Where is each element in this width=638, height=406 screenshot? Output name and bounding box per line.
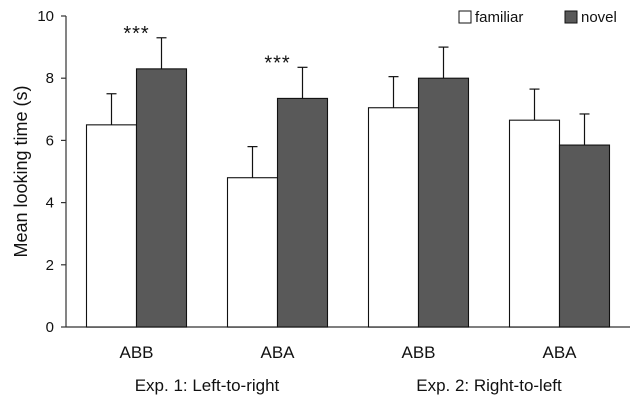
bar-novel-3 (558, 144, 611, 328)
bar-novel-2 (417, 77, 470, 328)
legend-label-familiar: familiar (475, 9, 523, 26)
y-tick-label: 4 (46, 195, 54, 212)
x-tick-label: ABA (260, 343, 295, 362)
significance-marker: *** (264, 52, 290, 74)
bar-novel-0 (135, 68, 188, 328)
legend-swatch-novel (564, 10, 578, 24)
bar-novel-1 (276, 97, 329, 328)
y-tick-label: 6 (46, 132, 54, 149)
y-tick-label: 0 (46, 319, 54, 336)
group-label: Exp. 2: Right-to-left (416, 376, 562, 395)
y-tick-label: 10 (37, 8, 54, 25)
significance-marker: *** (123, 23, 149, 45)
x-tick-label: ABB (401, 343, 435, 362)
x-tick-label: ABB (119, 343, 153, 362)
y-axis-title: Mean looking time (s) (11, 85, 31, 257)
y-tick-label: 2 (46, 257, 54, 274)
bar-familiar-0 (85, 124, 138, 328)
bar-familiar-1 (226, 177, 279, 328)
legend-swatch-familiar (458, 10, 472, 24)
y-tick-label: 8 (46, 70, 54, 87)
bar-familiar-3 (508, 119, 561, 328)
bar-familiar-2 (367, 107, 420, 328)
group-label: Exp. 1: Left-to-right (135, 376, 280, 395)
x-tick-label: ABA (542, 343, 577, 362)
legend-label-novel: novel (581, 9, 617, 26)
